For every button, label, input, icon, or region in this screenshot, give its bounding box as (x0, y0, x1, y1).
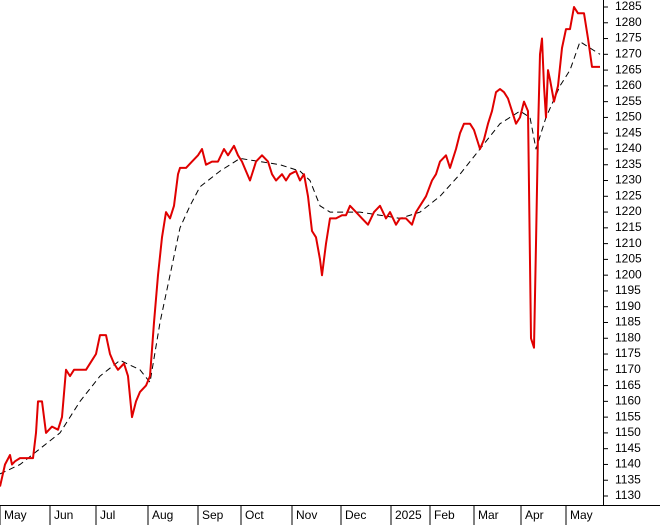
x-tick-label: Dec (345, 508, 366, 522)
y-tick-label: 1200 (615, 267, 642, 281)
y-tick-label: 1160 (615, 394, 641, 408)
x-tick-label: Nov (296, 508, 317, 522)
y-tick-label: 1275 (615, 31, 642, 45)
x-tick-label: Jul (100, 508, 115, 522)
y-tick-label: 1150 (615, 425, 641, 439)
x-tick-label: May (570, 508, 593, 522)
y-tick-label: 1135 (615, 472, 641, 486)
y-tick-label: 1190 (615, 299, 641, 313)
y-tick-label: 1215 (615, 220, 642, 234)
x-tick-label: Sep (202, 508, 224, 522)
y-tick-label: 1280 (615, 15, 642, 29)
y-tick-label: 1235 (615, 157, 642, 171)
y-tick-label: 1145 (615, 441, 641, 455)
y-tick-label: 1165 (615, 378, 641, 392)
y-tick-label: 1195 (615, 283, 641, 297)
price-line (0, 6, 600, 487)
y-tick-label: 1245 (615, 125, 642, 139)
y-tick-label: 1265 (615, 62, 642, 76)
x-tick-label: 2025 (395, 508, 422, 522)
y-tick-label: 1140 (615, 457, 641, 471)
y-tick-label: 1250 (615, 110, 642, 124)
y-tick-label: 1240 (615, 141, 642, 155)
x-tick-label: Apr (525, 508, 544, 522)
y-tick-label: 1230 (615, 173, 642, 187)
x-tick-label: Oct (245, 508, 264, 522)
y-tick-label: 1210 (615, 236, 642, 250)
moving-average-line (0, 41, 601, 475)
y-tick-label: 1220 (615, 204, 642, 218)
y-tick-label: 1155 (615, 409, 641, 423)
x-tick-label: Aug (152, 508, 173, 522)
y-tick-label: 1205 (615, 252, 642, 266)
y-tick-label: 1225 (615, 188, 642, 202)
y-tick-label: 1270 (615, 46, 642, 60)
y-tick-label: 1170 (615, 362, 641, 376)
x-tick-label: Jun (54, 508, 73, 522)
y-tick-label: 1255 (615, 94, 642, 108)
y-tick-label: 1260 (615, 78, 642, 92)
y-tick-label: 1185 (615, 315, 641, 329)
x-tick-label: Feb (434, 508, 455, 522)
y-tick-label: 1175 (615, 346, 641, 360)
x-tick-label: May (4, 508, 27, 522)
y-tick-label: 1180 (615, 330, 641, 344)
y-tick-label: 1130 (615, 488, 641, 502)
y-tick-label: 1285 (615, 0, 642, 13)
x-tick-label: Mar (478, 508, 499, 522)
